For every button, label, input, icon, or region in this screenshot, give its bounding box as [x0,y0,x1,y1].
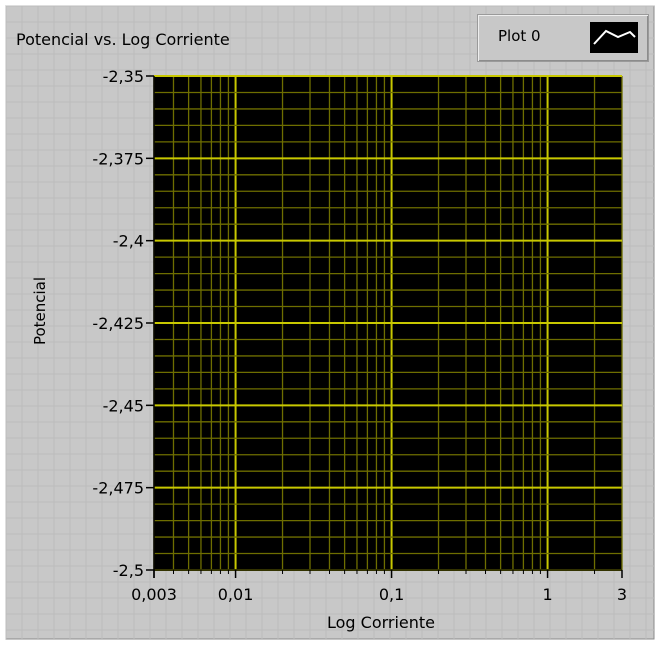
y-tick-label: -2,4 [113,232,144,251]
line-plot-icon[interactable] [590,22,638,53]
x-tick-label: 0,1 [379,585,404,604]
y-tick-label: -2,425 [92,314,144,333]
graph-title: Potencial vs. Log Corriente [16,30,230,49]
y-tick-label: -2,35 [103,67,144,86]
y-axis-label: Potencial [31,276,49,346]
plot-legend[interactable]: Plot 0 [477,14,649,62]
x-tick-label: 3 [617,585,627,604]
y-tick-label: -2,5 [113,561,144,580]
y-tick-label: -2,475 [92,479,144,498]
x-tick-label: 0,01 [218,585,254,604]
x-tick-label: 0,003 [131,585,177,604]
x-tick-label: 1 [542,585,552,604]
y-tick-label: -2,375 [92,149,144,168]
y-tick-label: -2,45 [103,396,144,415]
x-axis-label: Log Corriente [326,613,436,632]
legend-label: Plot 0 [498,27,541,45]
